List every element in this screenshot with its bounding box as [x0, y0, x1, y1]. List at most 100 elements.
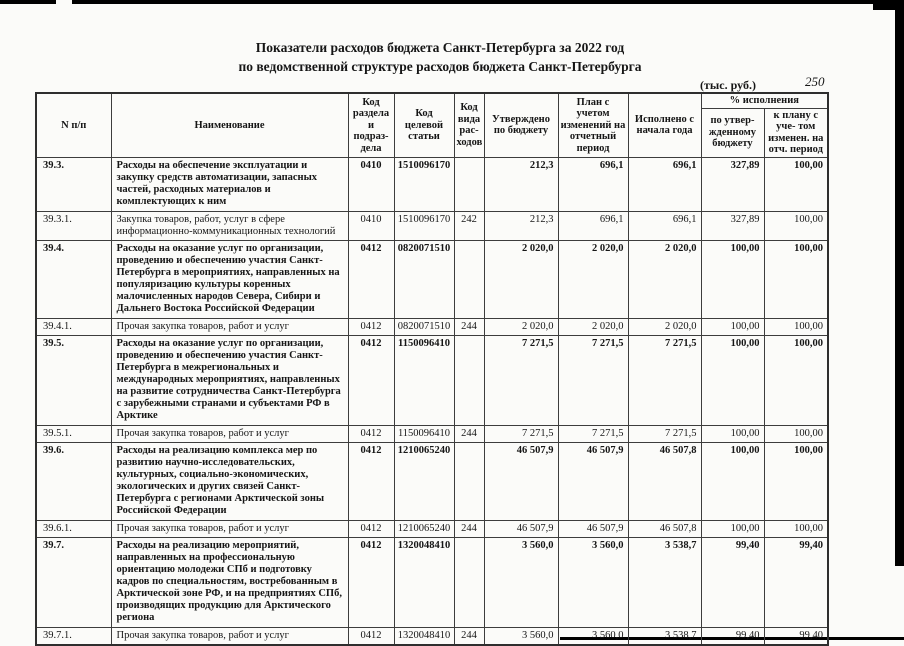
pct-plan: 100,00 [763, 424, 829, 443]
plan-adjusted: 2 020,0 [557, 239, 629, 319]
row-name: Расходы на оказание услуг по организации… [110, 334, 349, 426]
document-title-line2: по ведомственной структуре расходов бюдж… [238, 59, 642, 74]
approved-budget: 7 271,5 [483, 334, 559, 426]
row-number: 39.5. [35, 334, 112, 426]
row-name: Расходы на оказание услуг по организации… [110, 239, 349, 319]
expense-type-code [453, 239, 485, 319]
section-code: 0412 [347, 519, 395, 538]
pct-approved: 100,00 [700, 334, 765, 426]
section-code: 0410 [347, 156, 395, 212]
pct-approved: 99,40 [700, 536, 765, 628]
header-section-code: Код раздела и подраз- дела [347, 92, 395, 158]
document-title: Показатели расходов бюджета Санкт-Петерб… [150, 38, 730, 76]
target-article-code: 1150096410 [393, 334, 455, 426]
row-number: 39.3. [35, 156, 112, 212]
table-row: 39.6. Расходы на реализацию комплекса мер… [35, 441, 829, 521]
section-code: 0412 [347, 536, 395, 628]
executed: 3 538,7 [627, 536, 702, 628]
pct-plan: 100,00 [763, 156, 829, 212]
executed: 7 271,5 [627, 334, 702, 426]
header-expense-type-code: Код вида рас- ходов [453, 92, 485, 158]
pct-approved: 100,00 [700, 239, 765, 319]
section-code: 0410 [347, 210, 395, 241]
row-number: 39.5.1. [35, 424, 112, 443]
meta-line: (тыс. руб.) 250 [0, 74, 904, 92]
table-row: 39.3. Расходы на обеспечение эксплуатации… [35, 156, 829, 212]
approved-budget: 212,3 [483, 210, 559, 241]
expense-type-code [453, 334, 485, 426]
approved-budget: 7 271,5 [483, 424, 559, 443]
pct-plan: 100,00 [763, 519, 829, 538]
row-name: Расходы на обеспечение эксплуатации и за… [110, 156, 349, 212]
plan-adjusted: 7 271,5 [557, 334, 629, 426]
pct-plan: 99,40 [763, 536, 829, 628]
row-number: 39.4. [35, 239, 112, 319]
row-name: Закупка товаров, работ, услуг в сфере ин… [110, 210, 349, 241]
executed: 2 020,0 [627, 239, 702, 319]
row-number: 39.6. [35, 441, 112, 521]
header-name: Наименование [110, 92, 349, 158]
row-number: 39.3.1. [35, 210, 112, 241]
header-num: N п/п [35, 92, 112, 158]
plan-adjusted: 2 020,0 [557, 317, 629, 336]
header-plan: План с учетом изменений на отчетный пери… [557, 92, 629, 158]
table-row: 39.3.1. Закупка товаров, работ, услуг в с… [35, 210, 829, 241]
pct-approved: 327,89 [700, 156, 765, 212]
target-article-code: 0820071510 [393, 317, 455, 336]
section-code: 0412 [347, 239, 395, 319]
pct-approved: 327,89 [700, 210, 765, 241]
scan-edge-top-left [0, 0, 56, 4]
target-article-code: 0820071510 [393, 239, 455, 319]
target-article-code: 1150096410 [393, 424, 455, 443]
expense-type-code: 244 [453, 424, 485, 443]
expense-type-code [453, 536, 485, 628]
table-row: 39.6.1. Прочая закупка товаров, работ и у… [35, 519, 829, 538]
pct-approved: 100,00 [700, 317, 765, 336]
row-name: Прочая закупка товаров, работ и услуг [110, 317, 349, 336]
table-row: 39.5. Расходы на оказание услуг по органи… [35, 334, 829, 426]
section-code: 0412 [347, 626, 395, 645]
approved-budget: 46 507,9 [483, 519, 559, 538]
section-code: 0412 [347, 334, 395, 426]
table-row: 39.4.1. Прочая закупка товаров, работ и у… [35, 317, 829, 336]
pct-approved: 100,00 [700, 441, 765, 521]
row-name: Прочая закупка товаров, работ и услуг [110, 519, 349, 538]
section-code: 0412 [347, 424, 395, 443]
header-pct-approved: по утвер- жденному бюджету [700, 107, 765, 158]
approved-budget: 212,3 [483, 156, 559, 212]
executed: 2 020,0 [627, 317, 702, 336]
pct-approved: 100,00 [700, 519, 765, 538]
header-pct-group: % исполнения [700, 92, 829, 109]
table-body: 39.3. Расходы на обеспечение эксплуатации… [35, 156, 829, 645]
row-name: Прочая закупка товаров, работ и услуг [110, 424, 349, 443]
row-name: Расходы на реализацию мероприятий, напра… [110, 536, 349, 628]
plan-adjusted: 696,1 [557, 156, 629, 212]
header-target-article-code: Код целевой статьи [393, 92, 455, 158]
section-code: 0412 [347, 317, 395, 336]
row-number: 39.7.1. [35, 626, 112, 645]
target-article-code: 1320048410 [393, 536, 455, 628]
expense-type-code: 244 [453, 519, 485, 538]
approved-budget: 2 020,0 [483, 317, 559, 336]
pct-approved: 100,00 [700, 424, 765, 443]
header-pct-plan: к плану с уче- том изменен. на отч. пери… [763, 107, 829, 158]
pct-plan: 100,00 [763, 317, 829, 336]
row-number: 39.4.1. [35, 317, 112, 336]
target-article-code: 1320048410 [393, 626, 455, 645]
plan-adjusted: 46 507,9 [557, 441, 629, 521]
row-name: Прочая закупка товаров, работ и услуг [110, 626, 349, 645]
target-article-code: 1210065240 [393, 519, 455, 538]
plan-adjusted: 46 507,9 [557, 519, 629, 538]
page-number: 250 [805, 74, 825, 89]
plan-adjusted: 696,1 [557, 210, 629, 241]
expense-type-code: 244 [453, 317, 485, 336]
approved-budget: 2 020,0 [483, 239, 559, 319]
table-row: 39.4. Расходы на оказание услуг по органи… [35, 239, 829, 319]
table-row: 39.5.1. Прочая закупка товаров, работ и у… [35, 424, 829, 443]
plan-adjusted: 3 560,0 [557, 626, 629, 645]
approved-budget: 46 507,9 [483, 441, 559, 521]
row-number: 39.7. [35, 536, 112, 628]
pct-plan: 100,00 [763, 334, 829, 426]
row-number: 39.6.1. [35, 519, 112, 538]
